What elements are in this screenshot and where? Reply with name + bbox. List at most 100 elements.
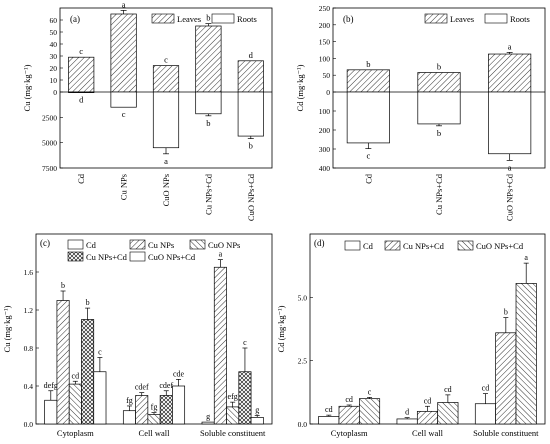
x-tick-label: Soluble constituent (473, 428, 539, 438)
legend-label: Cu NPs+Cd (403, 241, 445, 251)
sig-letter: b (437, 128, 441, 138)
panel-label: (c) (40, 238, 50, 248)
bar-roots (488, 91, 532, 155)
bar-roots (110, 91, 137, 108)
sig-letter: b (86, 298, 90, 307)
sig-letter: g (255, 405, 259, 414)
bar-roots (152, 91, 180, 149)
sig-letter: b (437, 62, 441, 72)
sig-letter: cd (72, 371, 80, 380)
legend-swatch (344, 240, 361, 251)
sig-letter: a (122, 0, 126, 9)
y-tick-label: 300 (319, 145, 331, 154)
legend-swatch (457, 240, 474, 251)
sig-letter: a (164, 156, 168, 166)
bar (495, 332, 517, 425)
bar-leaves (195, 25, 222, 93)
bar (396, 418, 418, 425)
bar (338, 405, 360, 425)
bar-roots (68, 91, 95, 93)
sig-letter: b (366, 59, 370, 69)
bar (250, 417, 264, 425)
y-tick-label: 60 (50, 16, 58, 25)
sig-letter: c (98, 348, 102, 357)
sig-letter: defg (44, 381, 58, 390)
x-tick-label: Cytoplasm (331, 428, 368, 438)
bar (238, 371, 252, 425)
sig-letter: c (366, 151, 370, 161)
bar (318, 416, 340, 425)
bar-leaves (110, 13, 137, 93)
x-tick-label: CuO NPs (161, 174, 171, 206)
y-tick-label: 0.0 (24, 420, 34, 429)
bar (226, 406, 240, 425)
legend-label: Roots (510, 14, 530, 24)
bar-leaves (346, 69, 390, 93)
sig-letter: efg (228, 392, 238, 401)
sig-letter: c (122, 109, 126, 119)
x-tick-label: Cd (76, 173, 86, 184)
bar-leaves (417, 72, 461, 93)
y-axis-label: Cu (mg·kg⁻¹) (2, 305, 12, 352)
y-tick-label: 20 (50, 64, 58, 73)
sig-letter: cd (325, 405, 333, 414)
y-axis-label: Cd (mg·kg⁻¹) (276, 305, 286, 352)
sig-letter: cdef (159, 381, 173, 390)
bar (159, 395, 173, 425)
legend-swatch (189, 239, 206, 250)
y-tick-label: 2.5 (298, 357, 308, 366)
y-tick-label: 150 (319, 38, 331, 47)
bar (56, 300, 70, 425)
sig-letter: d (79, 95, 84, 105)
bar (44, 399, 58, 425)
legend-label: Roots (237, 14, 257, 24)
y-tick-label: 50 (323, 71, 331, 80)
bar-leaves (152, 65, 180, 93)
bar (416, 410, 439, 425)
y-tick-label: 0 (53, 88, 57, 97)
sig-letter: cd (345, 395, 353, 404)
bar (147, 414, 161, 425)
y-tick-label: 5000 (42, 139, 57, 148)
sig-letter: b (504, 308, 508, 317)
sig-letter: a (219, 250, 223, 259)
sig-letter: b (206, 13, 210, 23)
legend-label: Cu NPs+Cd (86, 252, 128, 262)
panel-label: (a) (70, 14, 80, 24)
bar-roots (195, 91, 222, 115)
sig-letter: d (405, 408, 409, 417)
sig-letter: a (508, 162, 512, 172)
bar-roots (417, 91, 461, 125)
y-axis-label: Cu (mg·kg⁻¹) (22, 64, 32, 111)
sig-letter: a (508, 41, 512, 51)
legend-label: CuO NPs+Cd (476, 241, 524, 251)
bar (68, 383, 82, 425)
sig-letter: a (524, 253, 528, 262)
legend-swatch (129, 251, 146, 262)
legend-label: Cd (363, 241, 374, 251)
y-tick-label: 30 (50, 52, 58, 61)
sig-letter: b (206, 118, 210, 128)
bar-leaves (68, 56, 95, 93)
sig-letter: cd (444, 385, 452, 394)
plot-frame (59, 7, 273, 169)
y-tick-label: 0.0 (298, 420, 308, 429)
bar (437, 402, 459, 425)
sig-letter: c (368, 387, 372, 396)
sig-letter: d (249, 50, 254, 60)
y-tick-label: 10 (50, 76, 58, 85)
legend-label: Leaves (450, 14, 474, 24)
legend-swatch (424, 13, 448, 24)
bar-roots (237, 91, 264, 137)
sig-letter: c (243, 338, 247, 347)
sig-letter: fg (151, 403, 158, 412)
bar (81, 319, 95, 425)
legend-label: Leaves (177, 14, 201, 24)
legend-label: CuO NPs (208, 240, 240, 250)
y-tick-label: 40 (50, 40, 58, 49)
y-tick-label: 200 (319, 126, 331, 135)
bar (359, 398, 381, 425)
sig-letter: cd (482, 384, 490, 393)
x-tick-label: Cell wall (139, 428, 171, 438)
legend-label: Cu NPs (148, 240, 174, 250)
